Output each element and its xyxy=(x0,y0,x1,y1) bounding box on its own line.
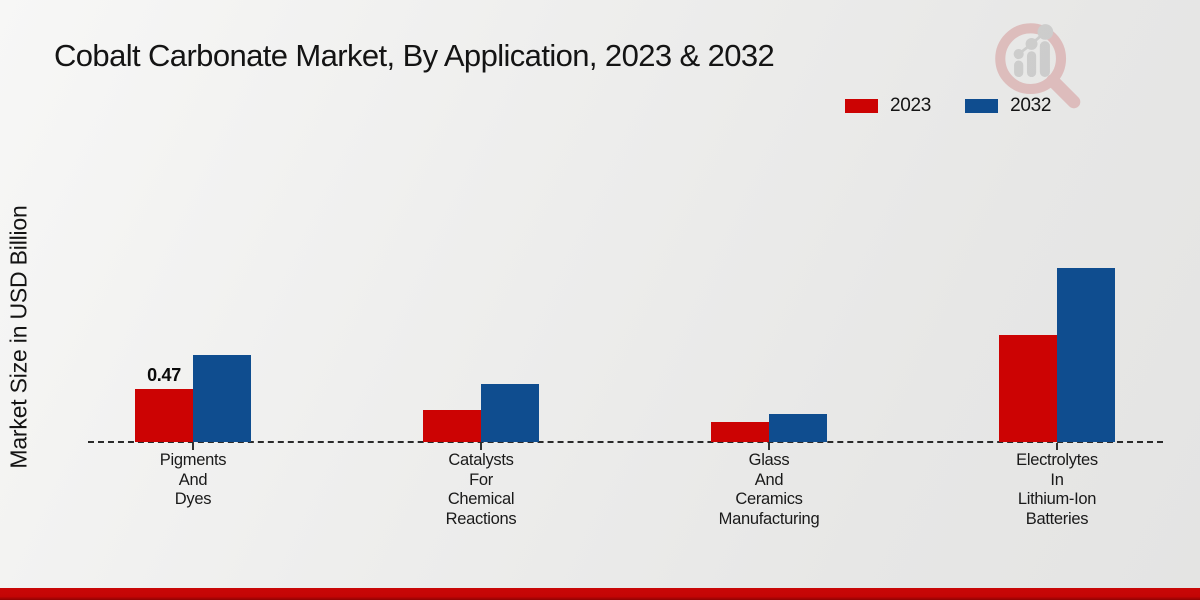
bar-2032-0 xyxy=(193,355,251,442)
x-axis-tick xyxy=(192,443,194,450)
legend-label-2032: 2032 xyxy=(1010,95,1052,116)
footer-accent-bar xyxy=(0,588,1200,600)
bar-2023-3 xyxy=(999,335,1057,442)
chart-legend: 2023 2032 xyxy=(845,95,1051,117)
legend-swatch-2023-icon xyxy=(845,99,878,113)
bar-2023-2 xyxy=(711,422,769,442)
legend-item-2032: 2032 xyxy=(965,95,1051,117)
magnifier-trend-chart-logo-icon xyxy=(992,20,1084,117)
legend-swatch-2032-icon xyxy=(965,99,999,113)
category-label: Glass And Ceramics Manufacturing xyxy=(718,451,820,528)
legend-item-2023: 2023 xyxy=(845,95,931,117)
legend-label-2023: 2023 xyxy=(890,95,932,116)
x-axis-tick xyxy=(480,443,482,450)
category-label: Electrolytes In Lithium-Ion Batteries xyxy=(1016,451,1098,528)
bar-2023-1 xyxy=(423,410,481,442)
x-axis-tick xyxy=(768,443,770,450)
category-label: Catalysts For Chemical Reactions xyxy=(445,451,517,528)
bar-value-label: 0.47 xyxy=(147,365,181,385)
bar-2023-0 xyxy=(135,389,193,442)
x-axis-baseline xyxy=(88,441,1163,443)
bar-2032-1 xyxy=(481,384,539,442)
bar-2032-3 xyxy=(1057,268,1115,442)
x-axis-tick xyxy=(1056,443,1058,450)
chart-title: Cobalt Carbonate Market, By Application,… xyxy=(54,38,775,73)
bar-2032-2 xyxy=(769,414,827,442)
category-label: Pigments And Dyes xyxy=(159,451,227,508)
